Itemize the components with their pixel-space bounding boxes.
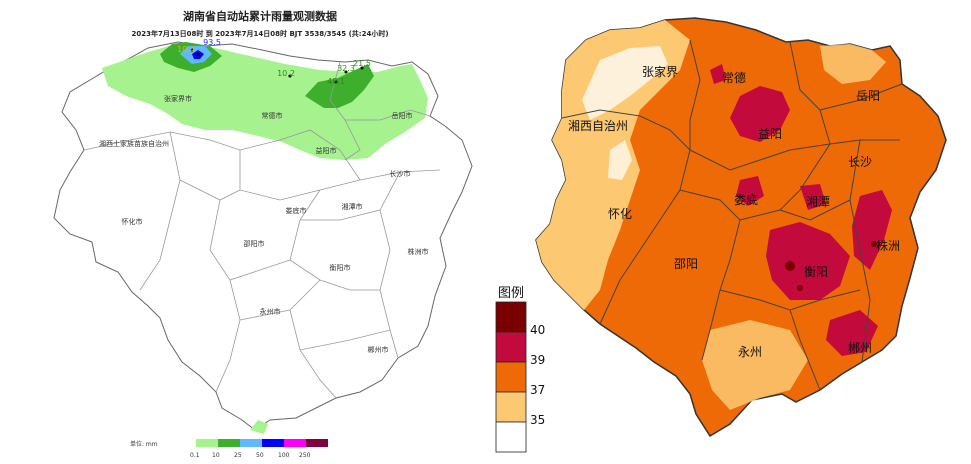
station-value: 10.2 <box>277 69 295 78</box>
city-label: 长沙市 <box>390 169 411 178</box>
station-dot <box>360 66 364 70</box>
city-label: 株洲 <box>876 238 900 253</box>
scale-tick: 25 <box>234 452 242 459</box>
station-dot <box>344 70 348 74</box>
scale-swatch <box>284 439 306 447</box>
scale-swatch <box>196 439 218 447</box>
station-value: 93.5 <box>203 38 221 47</box>
rainfall-values: 93.5 10.4 10.2 32.3 21.5 48.1 <box>177 38 371 86</box>
temperature-zone-39 <box>710 64 892 356</box>
rainfall-map-title: 湖南省自动站累计雨量观测数据 <box>183 9 337 23</box>
city-label: 常德 <box>722 70 746 85</box>
scale-tick: 100 <box>278 452 290 459</box>
temperature-city-boundaries <box>561 39 903 391</box>
city-label: 怀化市 <box>122 217 143 226</box>
temperature-legend: 图例 40 39 37 35 <box>495 286 545 453</box>
legend-title: 图例 <box>498 286 524 301</box>
city-label: 湘潭市 <box>342 202 363 211</box>
legend-swatch-35 <box>495 391 527 423</box>
city-label: 邵阳 <box>674 257 698 271</box>
station-dot <box>334 80 338 84</box>
station-dot <box>190 48 194 52</box>
scale-tick: 10 <box>212 452 220 459</box>
city-label: 岳阳市 <box>392 111 413 120</box>
temperature-zone-40 <box>785 241 877 291</box>
temperature-zone-south-35 <box>702 320 808 410</box>
rainfall-map: 湖南省自动站累计雨量观测数据 2023年7月13日08时 到 2023年7月14… <box>53 9 473 459</box>
city-label: 株洲市 <box>408 247 429 256</box>
city-label: 衡阳市 <box>330 263 351 272</box>
legend-label: 35 <box>530 413 545 427</box>
city-label: 永州市 <box>260 307 281 316</box>
station-dot <box>196 52 200 56</box>
city-label: 湘潭 <box>806 194 830 209</box>
city-label: 湘西自治州 <box>568 118 628 133</box>
city-label: 永州 <box>738 345 762 359</box>
city-label: 长沙 <box>848 155 872 169</box>
city-label: 湘西土家族苗族自治州 <box>99 139 169 148</box>
city-label: 娄底市 <box>286 206 307 215</box>
legend-label: 37 <box>530 383 545 397</box>
scale-tick: 50 <box>256 452 264 459</box>
rainfall-map-subtitle: 2023年7月13日08时 到 2023年7月14日08时 BJT 3538/3… <box>131 29 388 38</box>
city-label: 张家界市 <box>164 94 192 103</box>
city-label: 怀化 <box>608 207 632 221</box>
legend-label: 40 <box>530 323 545 337</box>
temperature-zone-below-35 <box>608 140 632 180</box>
rainfall-color-scale: 0.1 10 25 50 100 250 <box>190 439 328 459</box>
city-label: 岳阳 <box>856 89 880 103</box>
scale-swatch <box>262 439 284 447</box>
temperature-zone-below-35 <box>582 46 668 120</box>
unit-label: 单位: mm <box>130 440 158 448</box>
legend-label: 39 <box>530 353 545 367</box>
station-value: 21.5 <box>353 59 371 68</box>
city-labels: 张家界市 常德市 岳阳市 湘西土家族苗族自治州 益阳市 长沙市 怀化市 娄底市 … <box>99 94 429 354</box>
legend-swatch-39 <box>495 331 527 363</box>
scale-tick: 250 <box>299 452 311 459</box>
scale-swatch <box>306 439 328 447</box>
station-value: 48.1 <box>327 77 345 86</box>
scale-tick: 0.1 <box>190 452 200 459</box>
city-label: 娄底 <box>734 192 758 207</box>
city-boundaries <box>83 61 441 399</box>
city-label: 郴州 <box>848 341 872 355</box>
scale-swatch <box>240 439 262 447</box>
city-label: 益阳 <box>758 127 782 141</box>
city-label: 衡阳 <box>804 265 828 279</box>
rain-area-medium <box>305 64 374 108</box>
temperature-map: 张家界 常德 岳阳 湘西自治州 益阳 长沙 娄底 怀化 湘潭 株洲 邵阳 衡阳 … <box>495 17 947 453</box>
legend-swatch-40 <box>495 301 527 333</box>
city-label: 常德市 <box>262 111 283 120</box>
legend-swatch-below <box>495 421 527 453</box>
city-label: 邵阳市 <box>244 239 265 248</box>
city-label: 张家界 <box>642 64 678 79</box>
station-value: 10.4 <box>177 45 195 54</box>
scale-swatch <box>218 439 240 447</box>
station-dot <box>288 74 292 78</box>
station-value: 32.3 <box>337 64 355 73</box>
temperature-zone-northeast-35 <box>820 44 886 84</box>
legend-swatch-37 <box>495 361 527 393</box>
city-label: 益阳市 <box>316 146 337 155</box>
rain-area-south <box>250 420 268 434</box>
city-label: 郴州市 <box>368 345 389 354</box>
temperature-city-labels: 张家界 常德 岳阳 湘西自治州 益阳 长沙 娄底 怀化 湘潭 株洲 邵阳 衡阳 … <box>568 64 900 359</box>
